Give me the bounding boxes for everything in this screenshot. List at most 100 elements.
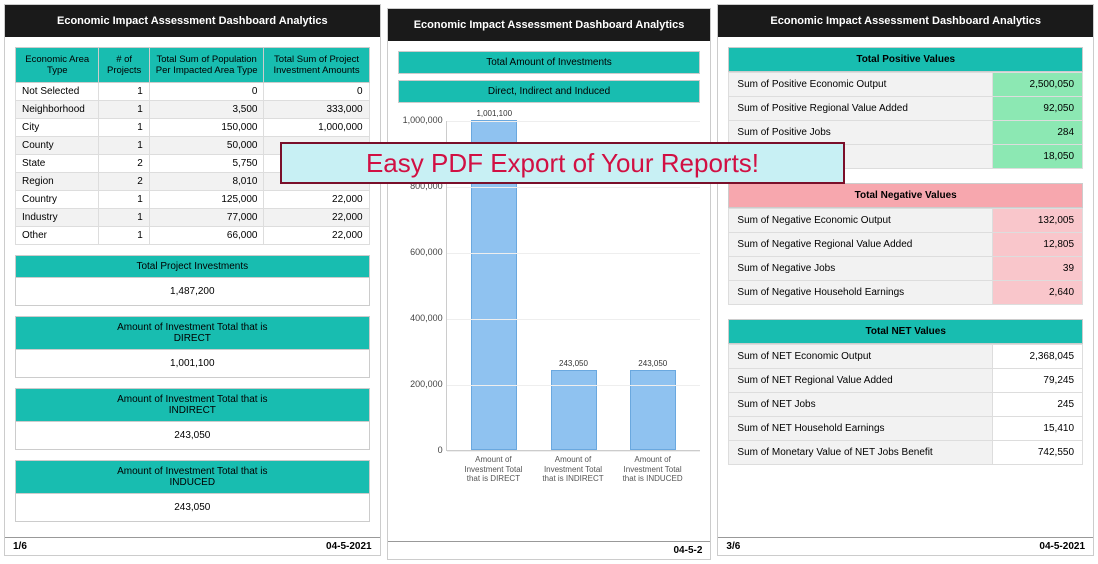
kv-value: 245 (993, 393, 1083, 417)
metric-label: Total Project Investments (15, 255, 370, 278)
kv-value: 18,050 (993, 145, 1083, 169)
table-row: Industry177,00022,000 (16, 209, 370, 227)
kv-value: 92,050 (993, 97, 1083, 121)
metric-block: Amount of Investment Total that isDIRECT… (15, 316, 370, 378)
panel-footer: 1/6 04-5-2021 (5, 537, 380, 555)
panel-body: Total Amount of Investments Direct, Indi… (388, 41, 711, 541)
table-row: Sum of Negative Economic Output132,005 (729, 209, 1083, 233)
bar-rect (551, 370, 597, 450)
metric-label: Amount of Investment Total that isDIRECT (15, 316, 370, 350)
bar: 243,050 (618, 359, 688, 450)
gridline (447, 319, 701, 320)
table-row: Not Selected100 (16, 83, 370, 101)
kv-value: 742,550 (993, 441, 1083, 465)
page-indicator: 3/6 (726, 541, 740, 552)
table-cell: 22,000 (264, 209, 369, 227)
table-cell: 3,500 (149, 101, 264, 119)
table-cell: 0 (149, 83, 264, 101)
chart-title: Total Amount of Investments (398, 51, 701, 74)
table-cell: 150,000 (149, 119, 264, 137)
bar-value-label: 243,050 (559, 359, 588, 368)
table-cell: 125,000 (149, 191, 264, 209)
table-cell: 5,750 (149, 155, 264, 173)
metric-value: 1,001,100 (15, 350, 370, 378)
table-cell: 22,000 (264, 227, 369, 245)
x-label: Amount of Investment Total that is DIREC… (458, 455, 528, 484)
kv-label: Sum of NET Jobs (729, 393, 993, 417)
table-row: Sum of Negative Regional Value Added12,8… (729, 233, 1083, 257)
table-cell: State (16, 155, 99, 173)
y-tick: 200,000 (399, 379, 443, 389)
table-row: Sum of NET Jobs245 (729, 393, 1083, 417)
panel-page-2: Economic Impact Assessment Dashboard Ana… (387, 8, 712, 560)
panel-footer: 04-5-2 (388, 541, 711, 559)
table-cell: 77,000 (149, 209, 264, 227)
table-row: Neighborhood13,500333,000 (16, 101, 370, 119)
bar-rect (630, 370, 676, 450)
kv-value: 39 (993, 257, 1083, 281)
table-cell: Not Selected (16, 83, 99, 101)
panel-page-1: Economic Impact Assessment Dashboard Ana… (4, 4, 381, 556)
table-row: Other166,00022,000 (16, 227, 370, 245)
panel-body: Total Positive Values Sum of Positive Ec… (718, 37, 1093, 537)
y-tick: 1,000,000 (399, 115, 443, 125)
bar-value-label: 243,050 (638, 359, 667, 368)
net-header: Total NET Values (728, 319, 1083, 344)
kv-label: Sum of Negative Jobs (729, 257, 993, 281)
table-cell: 1 (99, 137, 149, 155)
table-header: Total Sum of Population Per Impacted Are… (149, 48, 264, 83)
report-date: 04-5-2021 (1039, 541, 1085, 552)
y-tick: 400,000 (399, 313, 443, 323)
report-date: 04-5-2 (674, 545, 703, 556)
kv-value: 2,500,050 (993, 73, 1083, 97)
metric-block: Amount of Investment Total that isINDIRE… (15, 388, 370, 450)
report-date: 04-5-2021 (326, 541, 372, 552)
table-header: # of Projects (99, 48, 149, 83)
table-cell: 1 (99, 101, 149, 119)
panel-footer: 3/6 04-5-2021 (718, 537, 1093, 555)
metric-value: 1,487,200 (15, 278, 370, 306)
table-row: Sum of Negative Jobs39 (729, 257, 1083, 281)
kv-label: Sum of Positive Jobs (729, 121, 993, 145)
bar: 243,050 (539, 359, 609, 450)
table-cell: 2 (99, 173, 149, 191)
report-panels: Economic Impact Assessment Dashboard Ana… (0, 0, 1098, 564)
panel-title: Economic Impact Assessment Dashboard Ana… (388, 9, 711, 41)
kv-label: Sum of NET Economic Output (729, 345, 993, 369)
table-cell: 1,000,000 (264, 119, 369, 137)
kv-label: Sum of Negative Economic Output (729, 209, 993, 233)
table-cell: 1 (99, 209, 149, 227)
chart-subtitle: Direct, Indirect and Induced (398, 80, 701, 103)
kv-value: 79,245 (993, 369, 1083, 393)
kv-label: Sum of Monetary Value of NET Jobs Benefi… (729, 441, 993, 465)
table-cell: 2 (99, 155, 149, 173)
gridline (447, 121, 701, 122)
kv-label: Sum of NET Household Earnings (729, 417, 993, 441)
table-cell: 1 (99, 83, 149, 101)
kv-label: Sum of NET Regional Value Added (729, 369, 993, 393)
table-cell: 1 (99, 227, 149, 245)
table-row: Sum of Positive Regional Value Added92,0… (729, 97, 1083, 121)
gridline (447, 253, 701, 254)
panel-body: Economic Area Type# of ProjectsTotal Sum… (5, 37, 380, 537)
y-tick: 0 (399, 445, 443, 455)
y-tick: 600,000 (399, 247, 443, 257)
metric-value: 243,050 (15, 494, 370, 522)
kv-value: 132,005 (993, 209, 1083, 233)
table-cell: 1 (99, 119, 149, 137)
table-cell: Country (16, 191, 99, 209)
table-row: Sum of Negative Household Earnings2,640 (729, 281, 1083, 305)
panel-title: Economic Impact Assessment Dashboard Ana… (718, 5, 1093, 37)
table-row: Country1125,00022,000 (16, 191, 370, 209)
table-row: City1150,0001,000,000 (16, 119, 370, 137)
table-row: Sum of Positive Jobs284 (729, 121, 1083, 145)
panel-title: Economic Impact Assessment Dashboard Ana… (5, 5, 380, 37)
page-indicator: 1/6 (13, 541, 27, 552)
table-cell: County (16, 137, 99, 155)
promo-banner: Easy PDF Export of Your Reports! (280, 142, 845, 184)
table-cell: 333,000 (264, 101, 369, 119)
table-cell: Industry (16, 209, 99, 227)
table-cell: 22,000 (264, 191, 369, 209)
negative-header: Total Negative Values (728, 183, 1083, 208)
x-label: Amount of Investment Total that is INDUC… (618, 455, 688, 484)
